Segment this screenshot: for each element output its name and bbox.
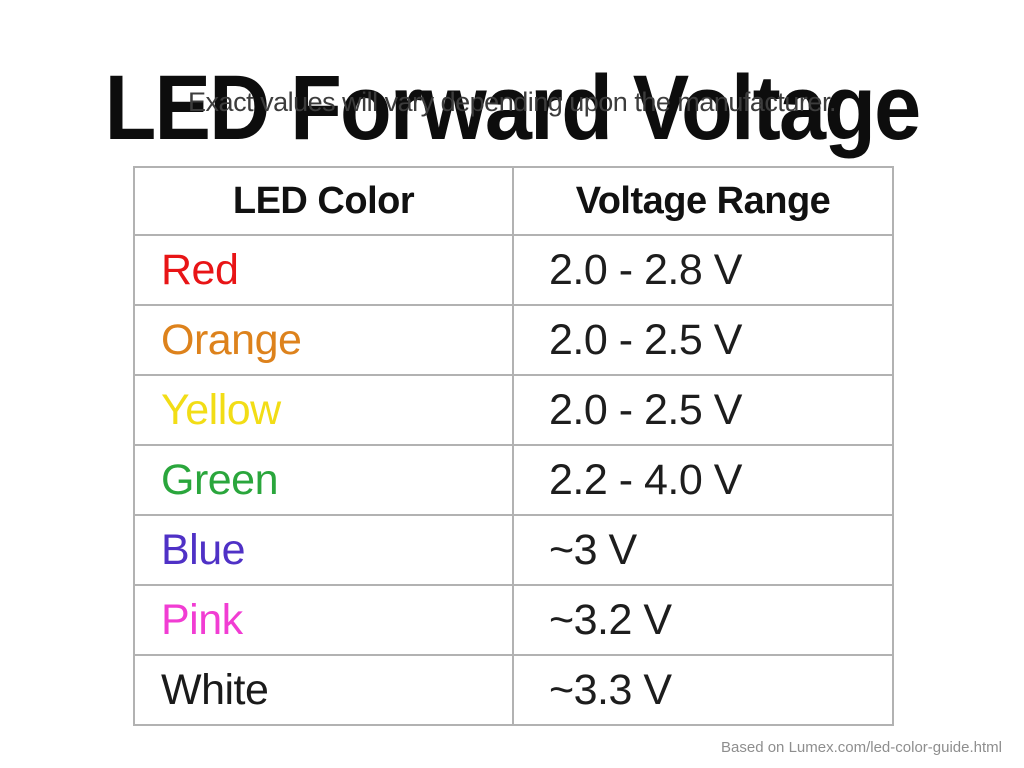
voltage-cell: ~3 V <box>512 514 894 586</box>
voltage-cell: ~3.3 V <box>512 654 894 726</box>
page-title: LED Forward Voltage <box>104 56 922 159</box>
table-row: Yellow 2.0 - 2.5 V <box>133 374 894 446</box>
page-subtitle: Exact values will vary depending upon th… <box>188 87 836 117</box>
table-header-row: LED Color Voltage Range <box>133 166 894 236</box>
led-color-cell: White <box>133 654 514 726</box>
table-row: Red 2.0 - 2.8 V <box>133 234 894 306</box>
column-header-voltage-range: Voltage Range <box>512 166 894 236</box>
led-color-cell: Green <box>133 444 514 516</box>
voltage-cell: 2.0 - 2.5 V <box>512 374 894 446</box>
table-row: White ~3.3 V <box>133 654 894 726</box>
column-header-led-color: LED Color <box>133 166 514 236</box>
voltage-cell: ~3.2 V <box>512 584 894 656</box>
led-voltage-table: LED Color Voltage Range Red 2.0 - 2.8 V … <box>133 166 894 726</box>
table-row: Blue ~3 V <box>133 514 894 586</box>
voltage-cell: 2.0 - 2.5 V <box>512 304 894 376</box>
led-color-cell: Yellow <box>133 374 514 446</box>
led-color-cell: Pink <box>133 584 514 656</box>
table-row: Pink ~3.2 V <box>133 584 894 656</box>
source-attribution: Based on Lumex.com/led-color-guide.html <box>721 739 1002 756</box>
led-color-cell: Orange <box>133 304 514 376</box>
table-row: Green 2.2 - 4.0 V <box>133 444 894 516</box>
led-color-cell: Red <box>133 234 514 306</box>
voltage-cell: 2.2 - 4.0 V <box>512 444 894 516</box>
voltage-cell: 2.0 - 2.8 V <box>512 234 894 306</box>
table-row: Orange 2.0 - 2.5 V <box>133 304 894 376</box>
led-color-cell: Blue <box>133 514 514 586</box>
